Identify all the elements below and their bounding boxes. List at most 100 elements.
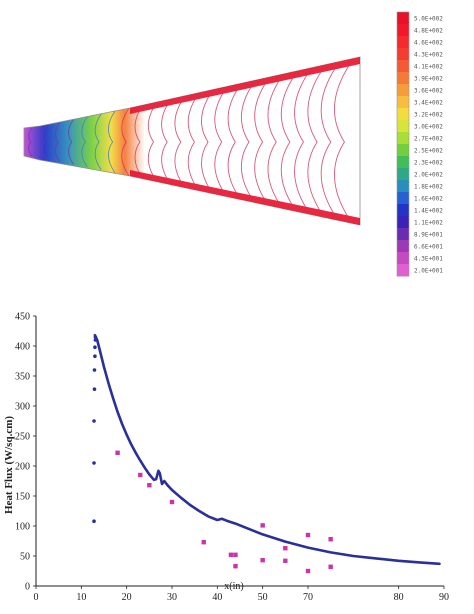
contour-line <box>147 102 157 182</box>
nozzle-body <box>23 56 361 226</box>
data-point <box>328 537 333 542</box>
x-tick-label: 90 <box>439 592 449 603</box>
y-tick-label: 300 <box>15 402 30 413</box>
data-point <box>328 564 333 569</box>
y-tick-label: 200 <box>15 462 30 473</box>
y-tick-label: 350 <box>15 372 30 383</box>
legend-swatch <box>397 180 409 193</box>
legend-swatch <box>397 12 409 25</box>
y-tick-label: 100 <box>15 522 30 533</box>
x-tick-label: 20 <box>122 592 132 603</box>
legend-swatch <box>397 240 409 253</box>
data-point <box>93 354 97 358</box>
contour-line <box>54 122 61 162</box>
y-tick-label: 50 <box>20 552 30 563</box>
data-point <box>228 552 234 557</box>
legend-frame <box>396 11 410 277</box>
contour-line <box>174 97 185 187</box>
contour-line <box>187 94 199 190</box>
legend-swatch <box>397 96 409 109</box>
data-point <box>169 499 175 505</box>
y-axis-label: Heat Flux (W/sq.cm) <box>3 416 15 514</box>
legend-label: 6.6E+001 <box>414 243 443 250</box>
data-point <box>283 546 288 551</box>
legend-label: 3.9E+002 <box>414 75 443 82</box>
legend-swatch <box>397 144 409 157</box>
legend-swatch <box>397 156 409 169</box>
data-point <box>260 523 265 528</box>
data-point <box>138 472 143 478</box>
legend-label: 4.3E+002 <box>414 51 443 58</box>
legend-label: 1.6E+002 <box>414 195 443 202</box>
x-tick-label: 30 <box>167 592 177 603</box>
contour-line <box>254 80 268 204</box>
contour-line <box>214 88 226 196</box>
data-point <box>93 345 97 349</box>
legend-label: 4.1E+002 <box>414 63 443 70</box>
contour-line <box>227 86 240 198</box>
legend-label: 2.0E+002 <box>414 171 443 178</box>
legend-swatch <box>397 108 409 121</box>
heat-flux-line <box>93 333 441 566</box>
contour-line <box>280 74 296 210</box>
legend-label: 3.0E+002 <box>414 123 443 130</box>
data-point <box>201 540 206 545</box>
legend-swatch <box>397 36 409 49</box>
contour-line <box>121 108 130 176</box>
legend-label: 1.8E+002 <box>414 183 443 190</box>
legend-swatch <box>397 192 409 205</box>
legend-label: 3.4E+002 <box>414 99 443 106</box>
contour-line <box>134 105 143 179</box>
data-point <box>92 461 96 465</box>
contour-line <box>41 124 47 160</box>
y-axis-ticks: 0 50 100 150 200 250 300 350 400 450 <box>15 312 36 593</box>
chart-axes <box>35 316 444 587</box>
legend-label: 2.5E+002 <box>414 147 443 154</box>
contour-line <box>320 66 337 218</box>
x-tick-label: 40 <box>212 592 222 603</box>
contour-plot: 5.0E+002 4.8E+002 4.6E+002 4.3E+002 4.1E+002… <box>23 11 443 277</box>
legend-swatch <box>397 264 409 277</box>
legend-swatch <box>397 72 409 85</box>
x-axis-label: x(in) <box>224 581 243 592</box>
contour-line <box>94 113 102 171</box>
legend-swatch <box>397 24 409 37</box>
contour-lines <box>28 63 351 221</box>
legend-label: 5.0E+002 <box>414 15 443 22</box>
x-tick-label: 70 <box>303 592 313 603</box>
color-legend: 5.0E+002 4.8E+002 4.6E+002 4.3E+002 4.1E+002… <box>396 11 443 277</box>
contour-line <box>161 99 171 185</box>
data-point <box>93 335 98 339</box>
legend-swatch <box>397 228 409 241</box>
contour-line <box>81 116 88 168</box>
x-tick-label: 50 <box>258 592 268 603</box>
x-axis-ticks: 0 10 20 30 40 50 70 80 90 <box>34 586 449 603</box>
contour-line <box>294 72 309 212</box>
legend-label: 2.7E+002 <box>414 135 443 142</box>
contour-line <box>28 127 33 157</box>
data-point <box>92 519 96 523</box>
data-point <box>233 564 238 569</box>
legend-label: 4.6E+002 <box>414 39 443 46</box>
data-point <box>92 387 97 391</box>
legend-label: 1.4E+002 <box>414 207 443 214</box>
y-tick-label: 250 <box>15 432 30 443</box>
data-point <box>283 558 288 563</box>
heat-flux-curve <box>93 333 441 566</box>
legend-swatch <box>397 84 409 97</box>
legend-swatch <box>397 168 409 181</box>
y-tick-label: 450 <box>15 312 30 323</box>
contour-line <box>108 111 116 173</box>
legend-label: 3.6E+002 <box>414 87 443 94</box>
data-points <box>92 335 333 574</box>
legend-swatch <box>397 132 409 145</box>
contour-line <box>307 69 323 215</box>
y-tick-label: 400 <box>15 342 30 353</box>
legend-label: 2.3E+002 <box>414 159 443 166</box>
legend-label: 3.2E+002 <box>414 111 443 118</box>
legend-swatch <box>397 120 409 133</box>
legend-label: 8.9E+001 <box>414 231 443 238</box>
legend-swatch <box>397 216 409 229</box>
legend-label: 2.0E+001 <box>414 267 443 274</box>
legend-swatch <box>397 60 409 73</box>
